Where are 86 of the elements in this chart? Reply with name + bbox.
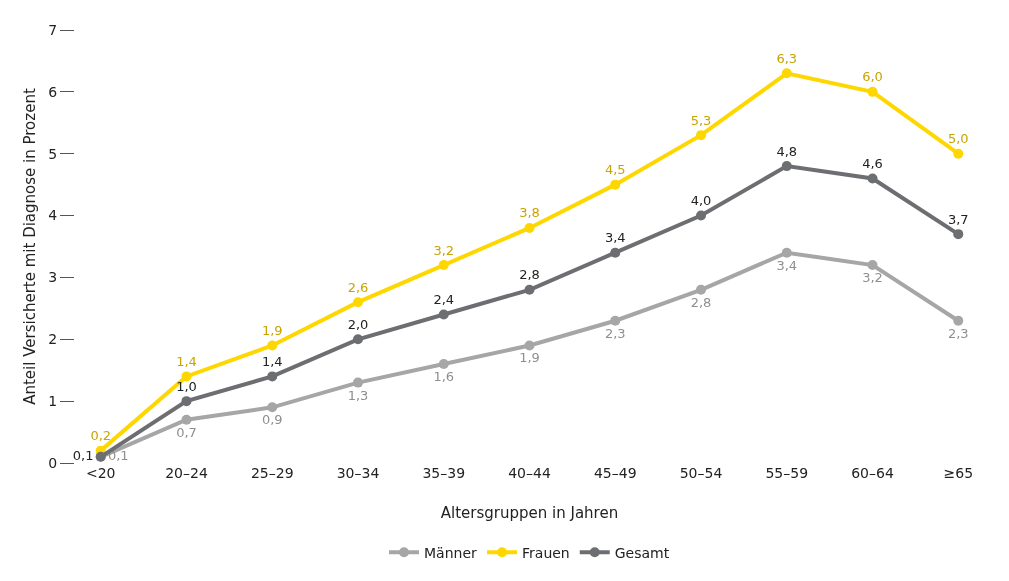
point bbox=[267, 402, 278, 413]
data-label: 2,6 bbox=[347, 279, 369, 295]
x-tick-label: 30–34 bbox=[336, 465, 380, 481]
point bbox=[352, 297, 363, 308]
data-label: 2,3 bbox=[947, 325, 969, 341]
y-axis-title: Anteil Versicherte mit Diagnose in Prozent bbox=[21, 88, 39, 405]
data-label: 2,4 bbox=[433, 292, 455, 308]
data-label: 2,8 bbox=[690, 294, 712, 310]
legend-label: Gesamt bbox=[614, 544, 670, 561]
data-label: 4,6 bbox=[862, 155, 883, 171]
data-label: 1,4 bbox=[261, 353, 283, 369]
y-tick-label: 7 bbox=[48, 21, 58, 38]
x-tick-label: 25–29 bbox=[250, 465, 294, 481]
point bbox=[524, 284, 535, 295]
y-tick-label: 0 bbox=[48, 454, 58, 471]
point bbox=[867, 173, 878, 184]
data-label: 3,8 bbox=[519, 205, 540, 221]
point bbox=[781, 247, 792, 258]
x-tick-label: 40–44 bbox=[508, 465, 551, 481]
data-label: 0,2 bbox=[90, 428, 112, 444]
data-label: 1,3 bbox=[347, 387, 369, 403]
x-tick-label: 60–64 bbox=[851, 465, 894, 481]
data-label: 2,3 bbox=[604, 325, 626, 341]
y-tick-label: 6 bbox=[48, 83, 58, 100]
x-tick-label: 35–39 bbox=[422, 465, 466, 481]
data-label: 3,2 bbox=[862, 270, 883, 286]
point bbox=[953, 229, 964, 240]
data-label: 1,9 bbox=[519, 350, 540, 366]
point bbox=[267, 371, 278, 382]
point bbox=[610, 247, 621, 258]
data-label: 1,6 bbox=[433, 369, 455, 385]
data-label: 4,0 bbox=[690, 193, 712, 209]
data-label: 5,3 bbox=[690, 112, 712, 128]
point bbox=[953, 315, 964, 326]
y-tick-label: 4 bbox=[48, 207, 58, 224]
data-label: 5,0 bbox=[947, 131, 969, 147]
data-label: 3,7 bbox=[947, 211, 969, 227]
point bbox=[696, 210, 707, 221]
y-tick-label: 2 bbox=[48, 331, 58, 348]
y-tick-label: 1 bbox=[48, 393, 58, 410]
data-label: 0,1 bbox=[72, 448, 94, 464]
legend-label: Männer bbox=[424, 544, 478, 561]
point bbox=[781, 68, 792, 79]
data-label: 2,0 bbox=[347, 316, 369, 332]
x-tick-label: ≥65 bbox=[943, 465, 974, 481]
data-label: 4,8 bbox=[776, 143, 798, 159]
x-tick-label: <20 bbox=[85, 465, 116, 481]
point bbox=[610, 179, 621, 190]
data-label: 6,3 bbox=[776, 50, 798, 66]
data-label: 3,2 bbox=[433, 242, 455, 258]
point bbox=[267, 340, 278, 351]
point bbox=[181, 414, 192, 425]
x-tick-label: 45–49 bbox=[593, 465, 637, 481]
point bbox=[781, 161, 792, 172]
data-label: 1,4 bbox=[176, 353, 197, 369]
y-tick-label: 3 bbox=[48, 269, 58, 286]
y-tick-label: 5 bbox=[48, 145, 58, 162]
x-axis-title: Altersgruppen in Jahren bbox=[440, 504, 619, 522]
data-label: 3,4 bbox=[776, 257, 798, 273]
point bbox=[438, 309, 449, 320]
point bbox=[953, 148, 964, 159]
legend-label: Frauen bbox=[522, 544, 570, 561]
x-tick-label: 20–24 bbox=[165, 465, 208, 481]
point bbox=[696, 284, 707, 295]
data-label: 2,8 bbox=[519, 267, 540, 283]
x-tick-label: 55–59 bbox=[765, 465, 809, 481]
data-label: 1,0 bbox=[176, 378, 197, 394]
point bbox=[181, 371, 192, 382]
point bbox=[696, 130, 707, 141]
data-label: 6,0 bbox=[862, 69, 883, 85]
point bbox=[438, 359, 449, 370]
data-label: 0,7 bbox=[176, 424, 197, 440]
data-label: 4,5 bbox=[604, 162, 626, 178]
data-label: 3,4 bbox=[604, 230, 626, 246]
x-tick-label: 50–54 bbox=[679, 465, 723, 481]
point bbox=[352, 377, 363, 388]
point bbox=[524, 222, 535, 233]
point bbox=[610, 315, 621, 326]
point bbox=[867, 260, 878, 271]
point bbox=[352, 334, 363, 345]
point bbox=[867, 86, 878, 97]
data-label: 1,9 bbox=[261, 322, 283, 338]
point bbox=[181, 396, 192, 407]
data-label: 0,9 bbox=[261, 412, 283, 428]
point bbox=[524, 340, 535, 351]
point bbox=[438, 260, 449, 271]
